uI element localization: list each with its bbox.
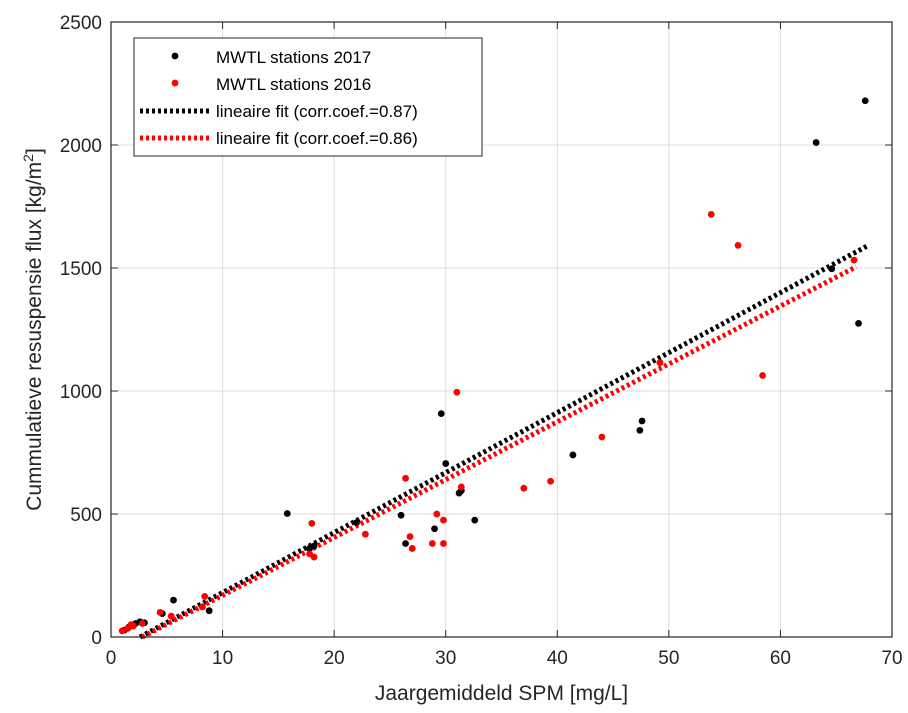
data-point (453, 388, 461, 396)
data-point (457, 483, 465, 491)
data-point (440, 540, 447, 547)
y-tick-label: 2000 (60, 136, 102, 157)
y-tick-label: 2500 (60, 13, 102, 34)
data-point (308, 519, 316, 527)
data-point (402, 540, 409, 547)
data-point (433, 510, 441, 518)
data-point (138, 620, 146, 627)
data-point (828, 265, 836, 273)
x-tick-label: 0 (106, 648, 117, 669)
y-tick-label: 500 (70, 505, 102, 526)
data-point (397, 511, 405, 519)
data-point (431, 525, 438, 533)
data-point (440, 516, 447, 524)
data-point (520, 484, 528, 492)
x-tick-label: 70 (881, 648, 902, 669)
fit-line (141, 264, 858, 640)
y-tick-label: 0 (91, 628, 102, 649)
legend: MWTL stations 2017 MWTL stations 2016 line… (133, 37, 483, 157)
data-point (437, 410, 445, 418)
x-tick-label: 50 (658, 648, 679, 669)
legend-label: MWTL stations 2016 (216, 75, 371, 94)
data-point (310, 553, 318, 561)
data-point (428, 540, 436, 547)
data-point (547, 477, 554, 485)
data-point (812, 139, 820, 146)
data-point (759, 372, 766, 379)
data-point (201, 593, 209, 600)
data-point (734, 241, 742, 249)
data-point (118, 627, 126, 635)
x-tick-labels: 0 10 20 30 40 50 60 70 (106, 648, 903, 669)
data-point (156, 609, 164, 616)
x-tick-label: 60 (770, 648, 791, 669)
data-point (353, 519, 360, 527)
data-point (406, 533, 414, 541)
axis-ticks (110, 21, 893, 638)
legend-label: lineaire fit (corr.coef.=0.87) (216, 102, 418, 121)
data-point (170, 596, 177, 604)
data-point (283, 510, 291, 517)
axes-box (110, 21, 893, 638)
x-tick-label: 30 (435, 648, 456, 669)
y-axis-title: Cummulatieve resuspensie flux [kg/m2] (20, 148, 46, 511)
data-point (638, 417, 646, 425)
x-tick-label: 20 (324, 648, 345, 669)
data-point (167, 612, 175, 620)
legend-label: MWTL stations 2017 (216, 48, 371, 67)
data-point (442, 460, 450, 467)
data-point (129, 622, 137, 630)
data-point (402, 474, 409, 482)
x-axis-title: Jaargemiddeld SPM [mg/L] (375, 682, 628, 705)
legend-marker (171, 79, 179, 87)
y-tick-label: 1500 (60, 259, 102, 280)
data-point (636, 426, 644, 434)
data-point (598, 433, 606, 441)
data-point (656, 359, 664, 367)
data-point (310, 542, 318, 550)
y-tick-labels: 0 500 1000 1500 2000 2500 (60, 13, 102, 649)
legend-label: lineaire fit (corr.coef.=0.86) (216, 129, 418, 148)
data-point (569, 451, 577, 459)
data-point (471, 516, 479, 524)
data-point (408, 545, 416, 552)
data-point (361, 530, 369, 538)
data-point (707, 210, 715, 218)
data-points (118, 97, 869, 635)
data-point (199, 603, 206, 611)
y-tick-label: 1000 (60, 382, 102, 403)
x-tick-label: 40 (547, 648, 568, 669)
fit-lines (138, 243, 869, 640)
data-point (205, 607, 213, 615)
legend-box (133, 37, 483, 157)
x-tick-label: 10 (212, 648, 233, 669)
data-point (850, 256, 858, 264)
data-point (861, 97, 869, 105)
legend-marker (171, 52, 179, 60)
data-point (855, 319, 862, 327)
